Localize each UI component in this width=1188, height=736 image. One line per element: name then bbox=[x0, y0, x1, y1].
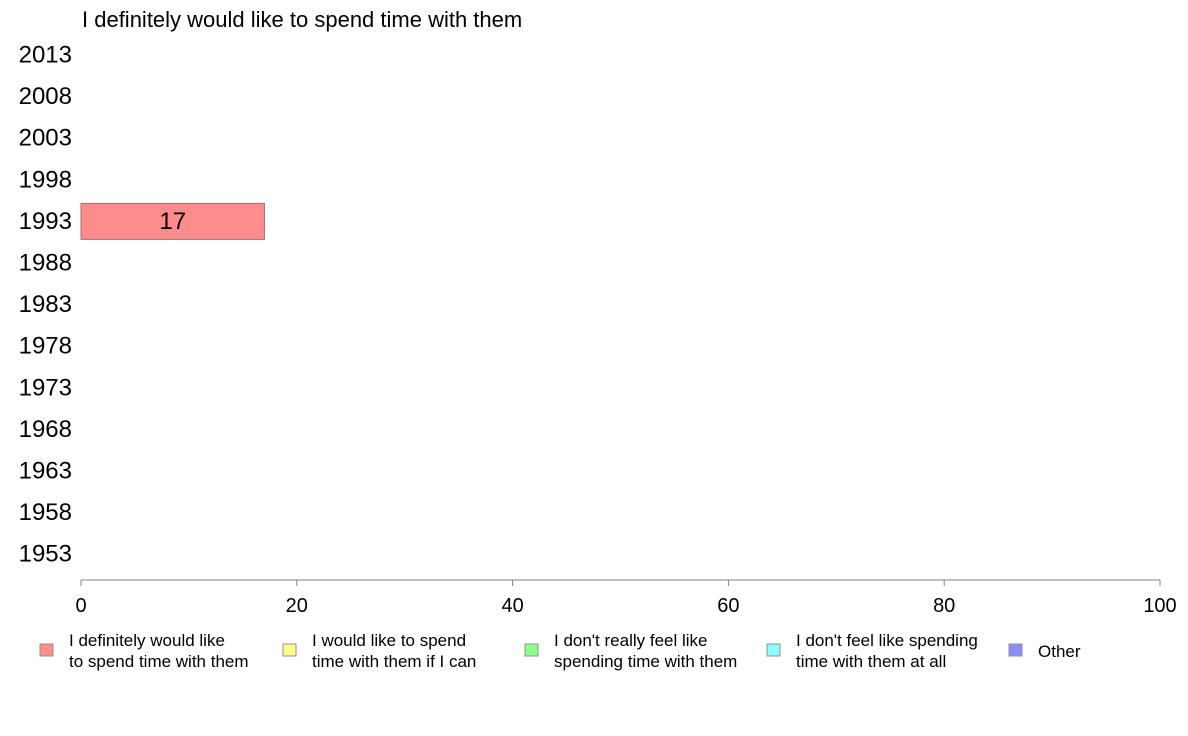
legend-label: I don't really feel like bbox=[554, 631, 708, 650]
y-tick-label: 1958 bbox=[19, 499, 72, 526]
y-tick-label: 1988 bbox=[19, 250, 72, 277]
bar-value-label: 17 bbox=[159, 208, 186, 235]
y-tick-label: 2003 bbox=[19, 125, 72, 152]
legend-label: time with them at all bbox=[796, 652, 946, 671]
bars: 17 bbox=[80, 202, 265, 240]
legend-swatch bbox=[524, 643, 539, 657]
y-tick-label: 1998 bbox=[19, 166, 72, 193]
x-tick-label: 20 bbox=[286, 595, 308, 617]
x-tick-label: 80 bbox=[933, 595, 955, 617]
legend-label: I don't feel like spending bbox=[796, 631, 978, 650]
legend-label: Other bbox=[1038, 642, 1081, 661]
legend-swatch bbox=[39, 643, 54, 657]
y-tick-label: 1993 bbox=[19, 208, 72, 235]
y-tick-label: 2013 bbox=[19, 42, 72, 69]
y-tick-label: 1968 bbox=[19, 416, 72, 443]
y-axis-labels: 2013 2008 2003 1998 1993 1988 1983 1978 1973 1968… bbox=[19, 42, 72, 568]
y-tick-label: 1953 bbox=[19, 541, 72, 568]
legend-label: spending time with them bbox=[554, 652, 737, 671]
legend-label: to spend time with them bbox=[69, 652, 249, 671]
x-tick-label: 100 bbox=[1143, 595, 1176, 617]
x-axis: 0 20 40 60 80 100 bbox=[75, 579, 1177, 617]
legend: I definitely would like to spend time wit… bbox=[39, 631, 1081, 671]
legend-swatch bbox=[282, 643, 297, 657]
y-tick-label: 2008 bbox=[19, 83, 72, 110]
legend-label: I definitely would like bbox=[69, 631, 225, 650]
x-tick-label: 40 bbox=[501, 595, 523, 617]
legend-label: I would like to spend bbox=[312, 631, 466, 650]
legend-label: time with them if I can bbox=[312, 652, 476, 671]
x-tick-label: 0 bbox=[75, 595, 86, 617]
legend-swatch bbox=[1008, 643, 1023, 657]
chart-title: I definitely would like to spend time wi… bbox=[82, 7, 522, 32]
y-tick-label: 1978 bbox=[19, 333, 72, 360]
x-tick-label: 60 bbox=[717, 595, 739, 617]
y-tick-label: 1973 bbox=[19, 374, 72, 401]
legend-swatch bbox=[766, 643, 781, 657]
y-tick-label: 1963 bbox=[19, 458, 72, 485]
bar bbox=[80, 202, 265, 240]
y-tick-label: 1983 bbox=[19, 291, 72, 318]
